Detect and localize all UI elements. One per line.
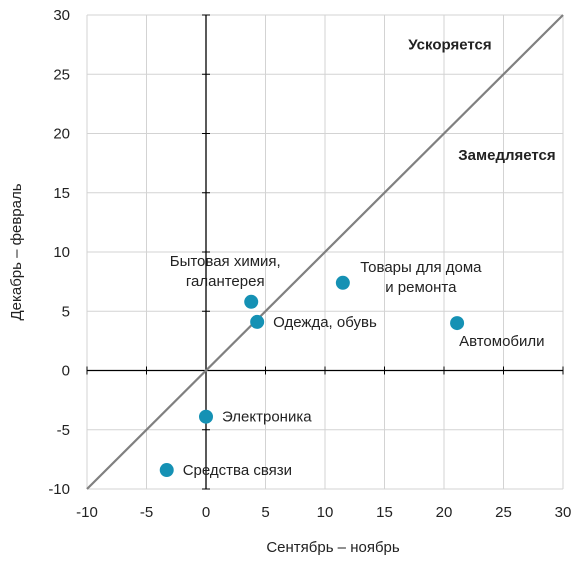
annotation-label: Замедляется [458,147,555,164]
x-tick-label: 10 [317,504,334,521]
x-tick-label: 15 [376,504,393,521]
data-point [199,409,213,424]
point-label: Средства связи [183,462,292,479]
y-axis-label: Декабрь – февраль [8,183,25,320]
tick-labels: -10 -5 0 5 10 15 20 25 30 -10 -5 0 5 10 15 20 25 30 [48,7,571,521]
y-tick-label: 25 [53,66,70,83]
point-label-line: и ремонта [385,279,457,296]
point-label-line: Автомобили [459,333,544,350]
grid [86,14,564,490]
diagonal-line-group [86,14,564,490]
y-tick-label: -5 [57,422,70,439]
data-point [244,294,259,309]
data-points [159,275,465,478]
x-tick-label: 0 [202,504,210,521]
x-tick-label: -5 [140,504,153,521]
y-tick-label: 15 [53,185,70,202]
point-labels: Бытовая химия, галантерея Товары для дома и… [170,253,545,479]
data-point [450,316,465,331]
point-label-line: Средства связи [183,462,292,479]
point-label-line: Одежда, обувь [273,314,377,331]
point-label: Товары для дома и ремонта [360,259,482,296]
annotations: Ускоряется Замедляется [408,37,555,164]
point-label: Автомобили [459,333,544,350]
point-label-line: Бытовая химия, [170,253,281,270]
x-tick-label: -10 [76,504,98,521]
point-label: Одежда, обувь [273,314,377,331]
point-label: Бытовая химия, галантерея [170,253,281,290]
point-label: Электроника [222,409,312,426]
x-tick-label: 30 [555,504,572,521]
data-point [159,463,174,478]
y-tick-label: -10 [48,481,70,498]
data-point [250,314,265,329]
x-tick-label: 5 [261,504,269,521]
y-tick-label: 5 [62,303,70,320]
x-tick-label: 20 [436,504,453,521]
data-point [335,275,350,290]
y-tick-label: 10 [53,244,70,261]
x-axis-label: Сентябрь – ноябрь [266,539,400,556]
diagonal-line [86,14,564,490]
y-tick-label: 0 [62,363,70,380]
annotation-label: Ускоряется [408,37,491,54]
point-label-line: галантерея [186,273,265,290]
y-tick-label: 30 [53,7,70,24]
point-label-line: Электроника [222,409,312,426]
point-label-line: Товары для дома [360,259,482,276]
y-tick-label: 20 [53,126,70,143]
x-tick-label: 25 [495,504,512,521]
